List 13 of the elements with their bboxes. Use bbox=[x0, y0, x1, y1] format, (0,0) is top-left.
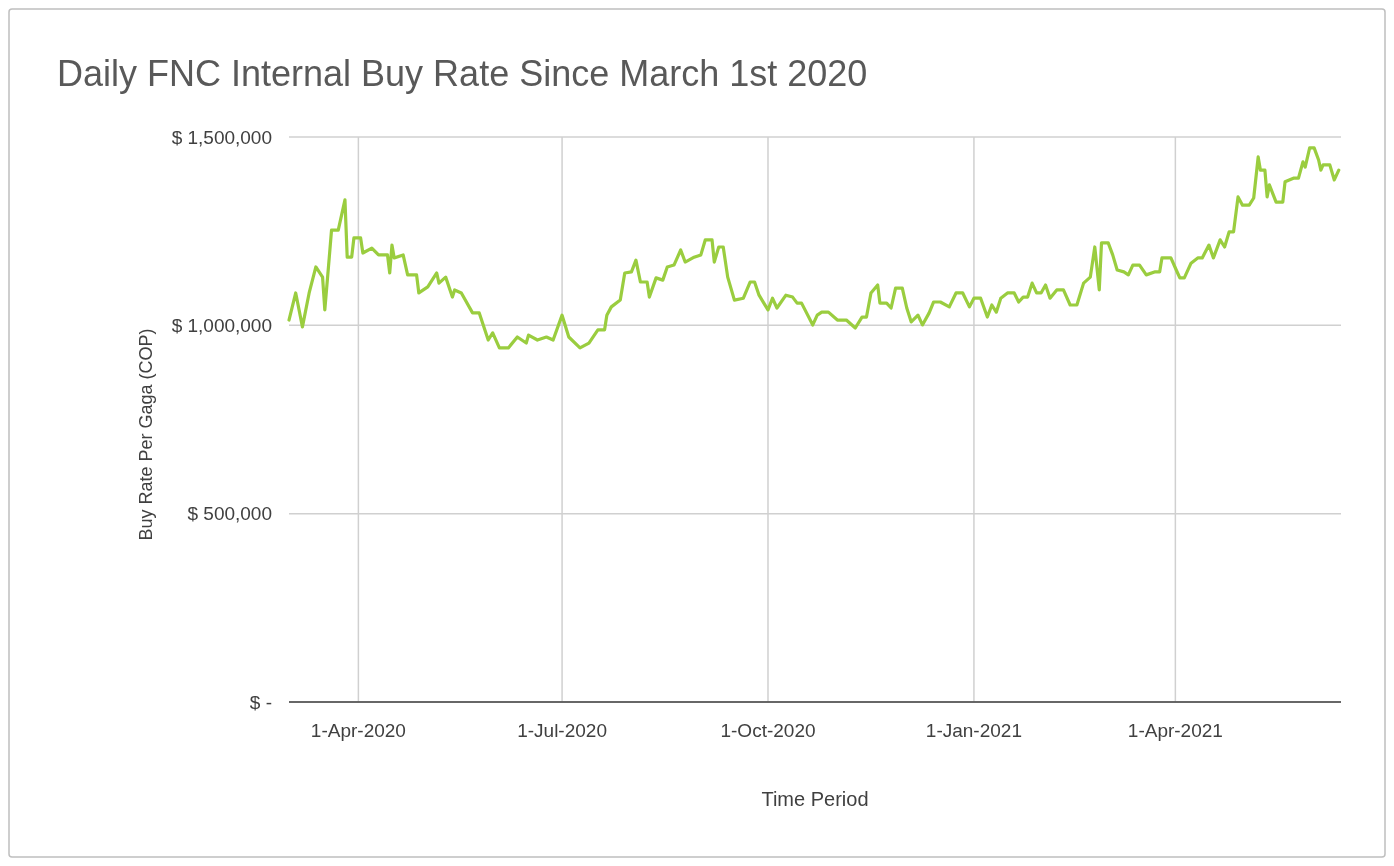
y-tick-label: $ - bbox=[249, 691, 272, 713]
y-tick-label: $ 500,000 bbox=[187, 503, 272, 525]
x-tick-label: 1-Apr-2020 bbox=[310, 720, 406, 741]
y-tick-label: $ 1,000,000 bbox=[171, 314, 272, 336]
y-tick-label: $ 1,500,000 bbox=[171, 126, 272, 148]
x-axis-title: Time Period bbox=[761, 788, 869, 810]
x-tick-label: 1-Apr-2021 bbox=[1127, 720, 1223, 741]
y-axis-title: Buy Rate Per Gaga (COP) bbox=[136, 328, 156, 541]
x-tick-label: 1-Jul-2020 bbox=[517, 720, 607, 741]
chart-title: Daily FNC Internal Buy Rate Since March 1st 2020 bbox=[57, 53, 868, 94]
line-series bbox=[287, 146, 1341, 350]
x-tick-label: 1-Oct-2020 bbox=[720, 720, 816, 741]
x-tick-label: 1-Jan-2021 bbox=[925, 720, 1022, 741]
